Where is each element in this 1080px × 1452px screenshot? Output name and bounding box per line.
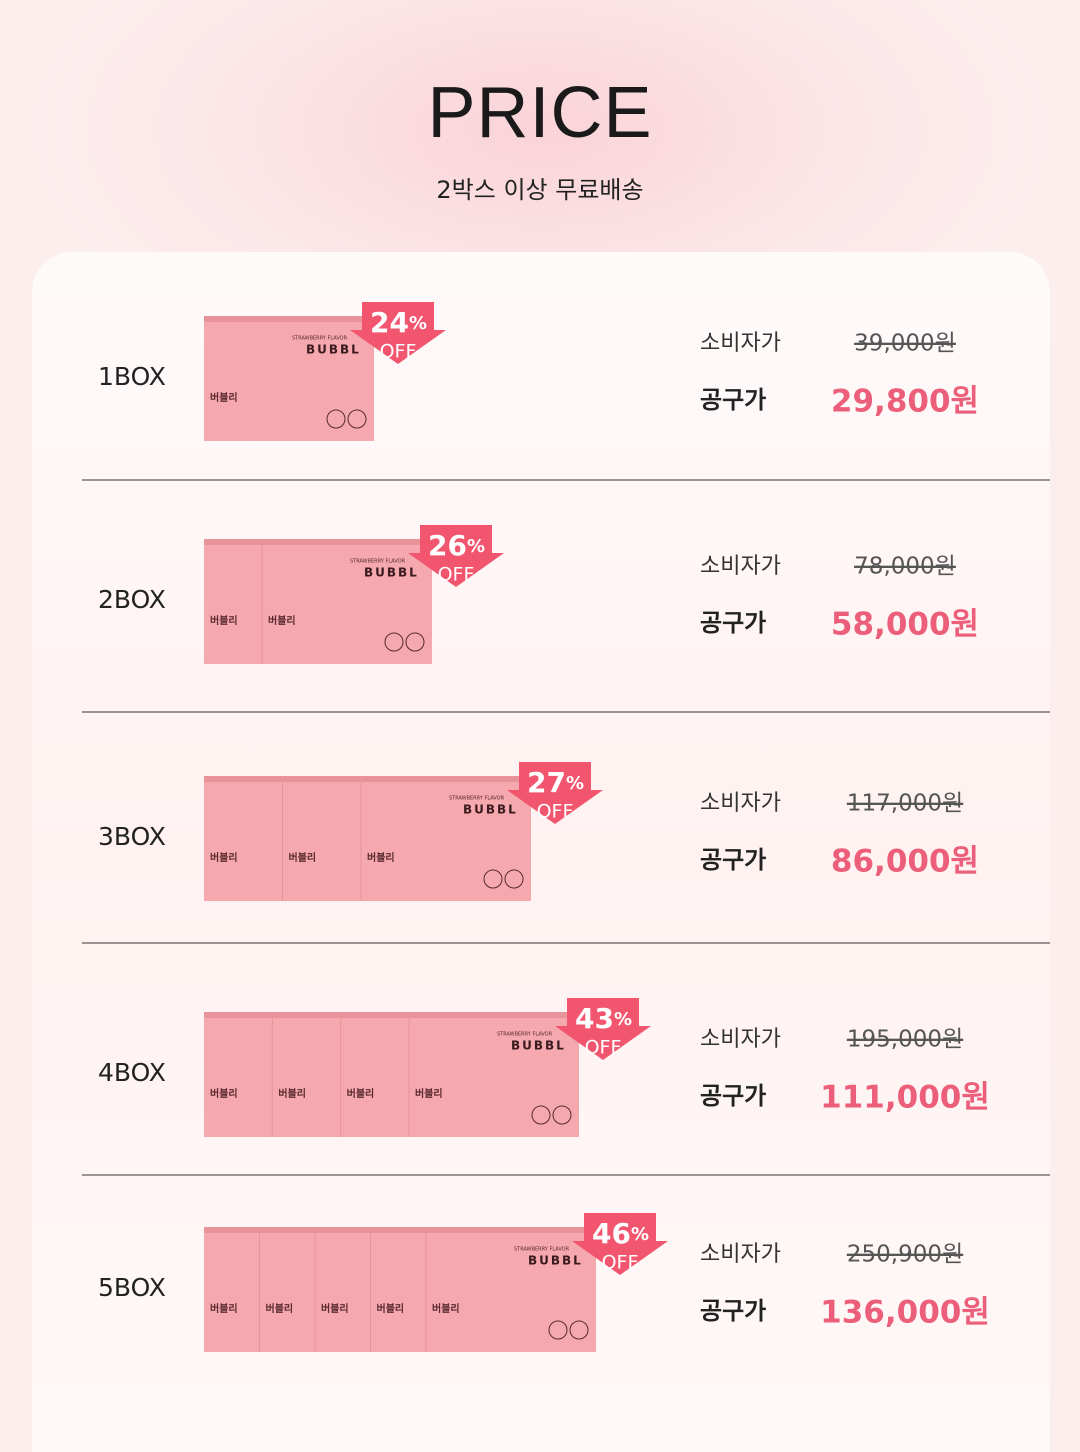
consumer-label: 소비자가	[700, 554, 781, 579]
product-brand: BUBBL	[364, 566, 419, 580]
percent-sign: %	[409, 313, 427, 334]
percent-sign: %	[631, 1224, 649, 1245]
product-icon	[326, 409, 346, 429]
off-label: OFF	[602, 1252, 639, 1274]
group-price: 86,000원	[831, 844, 979, 880]
percent-sign: %	[614, 1009, 632, 1030]
discount-badge	[555, 998, 651, 1060]
product-name: 버블리	[210, 851, 238, 864]
discount-rate: 43%	[575, 1002, 632, 1035]
group-label: 공구가	[700, 1297, 766, 1325]
product-name: 버블리	[210, 391, 238, 404]
row-label: 4BOX	[98, 1058, 166, 1087]
group-price: 136,000원	[820, 1295, 990, 1331]
consumer-label: 소비자가	[700, 1242, 781, 1267]
group-label: 공구가	[700, 609, 766, 637]
discount-badge	[350, 302, 446, 364]
product-name: 버블리	[432, 1302, 460, 1315]
product-name: 버블리	[210, 614, 238, 627]
discount-rate: 27%	[527, 766, 584, 799]
product-icon	[504, 869, 524, 889]
product-icon	[569, 1320, 589, 1340]
product-name: 버블리	[266, 1302, 294, 1315]
discount-value: 43	[575, 1002, 614, 1035]
discount-value: 26	[428, 529, 467, 562]
row-label: 1BOX	[98, 362, 166, 391]
box-stack	[204, 539, 432, 664]
box-top	[204, 776, 531, 782]
product-name: 버블리	[415, 1087, 443, 1100]
product-name: 버블리	[268, 614, 296, 627]
product-flavor: STRAWBERRY FLAVOR	[449, 796, 505, 802]
group-price: 58,000원	[831, 607, 979, 643]
product-name: 버블리	[210, 1302, 238, 1315]
page-title: PRICE	[427, 73, 653, 153]
consumer-label: 소비자가	[700, 331, 781, 356]
discount-value: 27	[527, 766, 566, 799]
discount-badge	[507, 762, 603, 824]
product-icon	[347, 409, 367, 429]
product-flavor: STRAWBERRY FLAVOR	[497, 1032, 553, 1038]
row-label: 5BOX	[98, 1273, 166, 1302]
product-brand: BUBBL	[528, 1254, 583, 1268]
discount-badge	[572, 1213, 668, 1275]
consumer-label: 소비자가	[700, 791, 781, 816]
product-brand: BUBBL	[463, 803, 518, 817]
product-flavor: STRAWBERRY FLAVOR	[514, 1247, 570, 1253]
off-label: OFF	[585, 1037, 622, 1059]
group-label: 공구가	[700, 846, 766, 874]
discount-rate: 26%	[428, 529, 485, 562]
page-subtitle: 2박스 이상 무료배송	[436, 176, 644, 204]
box-stack	[204, 1227, 596, 1352]
product-icon	[552, 1105, 572, 1125]
box-top	[204, 539, 432, 545]
product-name: 버블리	[289, 851, 317, 864]
percent-sign: %	[566, 773, 584, 794]
row-label: 2BOX	[98, 585, 166, 614]
group-label: 공구가	[700, 386, 766, 414]
product-icon	[531, 1105, 551, 1125]
discount-rate: 24%	[370, 306, 427, 339]
box-stack	[204, 1012, 579, 1137]
off-label: OFF	[438, 564, 475, 586]
discount-value: 24	[370, 306, 409, 339]
box-top	[204, 1012, 579, 1018]
discount-badge	[408, 525, 504, 587]
discount-value: 46	[592, 1217, 631, 1250]
product-name: 버블리	[321, 1302, 349, 1315]
product-name: 버블리	[367, 851, 395, 864]
product-flavor: STRAWBERRY FLAVOR	[292, 336, 348, 342]
group-price: 111,000원	[820, 1080, 990, 1116]
consumer-label: 소비자가	[700, 1027, 781, 1052]
row-label: 3BOX	[98, 822, 166, 851]
box-top	[204, 316, 374, 322]
group-price: 29,800원	[831, 384, 979, 420]
group-label: 공구가	[700, 1082, 766, 1110]
product-name: 버블리	[210, 1087, 238, 1100]
product-brand: BUBBL	[511, 1039, 566, 1053]
box-stack	[204, 776, 531, 901]
product-icon	[384, 632, 404, 652]
discount-rate: 46%	[592, 1217, 649, 1250]
off-label: OFF	[380, 341, 417, 363]
product-icon	[405, 632, 425, 652]
product-flavor: STRAWBERRY FLAVOR	[350, 559, 406, 565]
box-stack	[204, 316, 374, 441]
product-icon	[483, 869, 503, 889]
product-name: 버블리	[377, 1302, 405, 1315]
product-name: 버블리	[347, 1087, 375, 1100]
box-top	[204, 1227, 596, 1233]
product-icon	[548, 1320, 568, 1340]
percent-sign: %	[467, 536, 485, 557]
off-label: OFF	[537, 801, 574, 823]
product-brand: BUBBL	[306, 343, 361, 357]
product-name: 버블리	[278, 1087, 306, 1100]
